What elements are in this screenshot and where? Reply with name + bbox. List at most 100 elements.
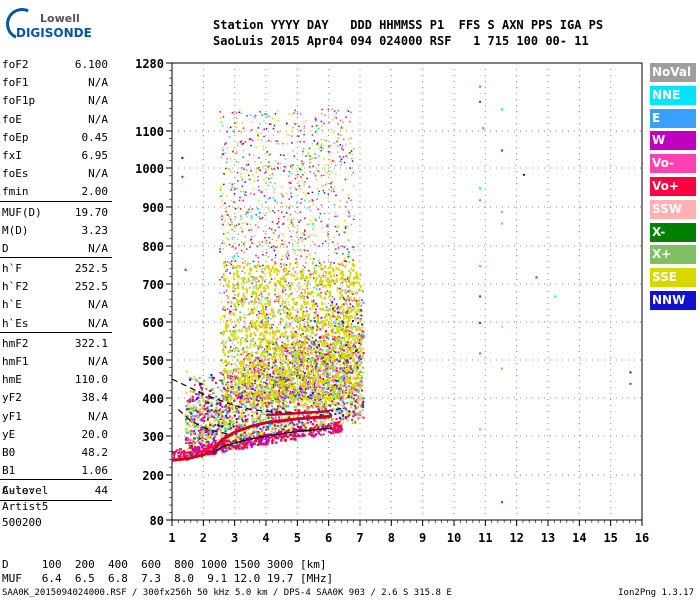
legend-item: W bbox=[650, 131, 696, 151]
param-value: N/A bbox=[88, 355, 108, 368]
x-tick-label: 7 bbox=[356, 531, 363, 545]
param-value: N/A bbox=[88, 76, 108, 90]
param-row: foEp 0.45 bbox=[0, 129, 112, 147]
y-tick-label: 500 bbox=[142, 354, 164, 368]
param-name: h`F2 bbox=[2, 280, 29, 294]
y-tick-label: 1280 bbox=[135, 57, 164, 71]
y-tick-label: 1000 bbox=[135, 162, 164, 176]
x-tick-label: 9 bbox=[419, 531, 426, 545]
legend-item: Vo+ bbox=[650, 176, 696, 196]
separator bbox=[0, 479, 112, 482]
x-tick-label: 8 bbox=[388, 531, 395, 545]
legend-item: SSW bbox=[650, 199, 696, 219]
lowell-digisonde-logo: Lowell DIGISONDE bbox=[1, 3, 114, 45]
param-value: N/A bbox=[88, 298, 108, 312]
legend-item: X+ bbox=[650, 245, 696, 265]
param-row: B1 1.06 bbox=[0, 462, 112, 480]
x-tick-label: 1 bbox=[168, 531, 175, 545]
param-value: 252.5 bbox=[74, 262, 108, 276]
param-value: 6.95 bbox=[81, 148, 109, 162]
param-name: MUF(D) bbox=[2, 205, 42, 219]
param-value: 110.0 bbox=[74, 373, 108, 387]
param-name: B0 bbox=[2, 445, 16, 459]
param-row: fmin 2.00 bbox=[0, 183, 112, 201]
param-row: hmE 110.0 bbox=[0, 371, 112, 389]
param-name: fxI bbox=[2, 148, 22, 162]
separator bbox=[0, 331, 112, 335]
param-row: D N/A bbox=[0, 240, 112, 258]
param-name: D bbox=[2, 241, 9, 255]
legend-item: NNE bbox=[650, 85, 696, 105]
x-trace-fit-lower bbox=[177, 408, 229, 435]
param-name: hmF1 bbox=[2, 355, 29, 368]
autoscaling-info: Auto: Artist5 500200 bbox=[2, 483, 48, 531]
param-name: yE bbox=[2, 427, 16, 441]
param-value: N/A bbox=[88, 94, 108, 108]
param-name: h`Es bbox=[2, 316, 29, 330]
electron-density-profile bbox=[212, 427, 332, 455]
param-row: h`Es N/A bbox=[0, 315, 112, 333]
y-tick-label: 200 bbox=[142, 469, 164, 483]
o-trace bbox=[171, 414, 332, 462]
param-row: C-level 44 bbox=[0, 482, 112, 500]
logo-text-digisonde: DIGISONDE bbox=[16, 26, 92, 40]
param-value: 38.4 bbox=[81, 391, 109, 405]
param-value: 19.70 bbox=[74, 205, 108, 219]
param-value: 44 bbox=[94, 484, 108, 498]
x-tick-label: 12 bbox=[509, 531, 523, 545]
legend-item: X- bbox=[650, 222, 696, 242]
auto-artist-version: Artist5 bbox=[2, 500, 49, 513]
param-name: yF1 bbox=[2, 409, 22, 423]
auto-code: 500200 bbox=[2, 516, 42, 529]
param-value: 3.23 bbox=[81, 223, 109, 237]
legend-item: Vo- bbox=[650, 154, 696, 174]
param-value: N/A bbox=[88, 167, 108, 181]
param-row: hmF1 N/A bbox=[0, 353, 112, 371]
param-value: 1.06 bbox=[81, 464, 109, 478]
distance-row: D 100 200 400 600 800 1000 1500 3000 [km… bbox=[2, 558, 327, 571]
param-row: foE N/A bbox=[0, 111, 112, 129]
param-row: foF1p N/A bbox=[0, 92, 112, 110]
auto-label: Auto: bbox=[2, 484, 36, 497]
param-value: N/A bbox=[88, 316, 108, 330]
y-tick-label: 800 bbox=[142, 240, 164, 254]
header-values: SaoLuis 2015 Apr04 094 024000 RSF 1 715 … bbox=[213, 34, 589, 48]
param-row: MUF(D) 19.70 bbox=[0, 204, 112, 222]
param-row: M(D) 3.23 bbox=[0, 222, 112, 240]
param-value: N/A bbox=[88, 409, 108, 423]
x-tick-label: 2 bbox=[200, 531, 207, 545]
param-value: 0.45 bbox=[81, 130, 109, 144]
param-row: foEs N/A bbox=[0, 165, 112, 183]
file-info-footer: SAA0K_2015094024000.RSF / 300fx256h 50 k… bbox=[2, 588, 452, 598]
legend-item: E bbox=[650, 108, 696, 128]
param-row: fxI 6.95 bbox=[0, 147, 112, 165]
param-name: h`E bbox=[2, 298, 22, 312]
param-value: 6.100 bbox=[74, 58, 108, 71]
param-row: yF1 N/A bbox=[0, 408, 112, 426]
param-row: foF1 N/A bbox=[0, 74, 112, 92]
scaled-parameters-panel: foF2 6.100 foF1 N/A foF1p N/A foE N/A foEp 0.45 fx… bbox=[0, 56, 112, 503]
x-tick-label: 15 bbox=[603, 531, 617, 545]
param-name: C-level bbox=[2, 484, 49, 498]
legend-item: NoVal bbox=[650, 63, 696, 82]
param-row: foF2 6.100 bbox=[0, 56, 112, 74]
param-value: 20.0 bbox=[81, 427, 109, 441]
x-tick-label: 16 bbox=[635, 531, 649, 545]
y-tick-label: 80 bbox=[150, 514, 164, 528]
y-tick-label: 700 bbox=[142, 278, 164, 292]
x-tick-label: 4 bbox=[262, 531, 269, 545]
muf-row: MUF 6.4 6.5 6.8 7.3 8.0 9.1 12.0 19.7 [M… bbox=[2, 572, 334, 585]
y-tick-label: 600 bbox=[142, 316, 164, 330]
param-row: hmF2 322.1 bbox=[0, 335, 112, 353]
param-row: yF2 38.4 bbox=[0, 389, 112, 407]
software-version: Ion2Png 1.3.17 bbox=[618, 588, 694, 598]
polarization-legend: NoVal NNE E W Vo- Vo+ SSW X- X+ SSE NNW bbox=[650, 63, 696, 314]
param-value: 48.2 bbox=[81, 445, 109, 459]
x-tick-label: 14 bbox=[572, 531, 586, 545]
header-labels: Station YYYY DAY DDD HHMMSS P1 FFS S AXN… bbox=[213, 18, 604, 32]
x-tick-label: 11 bbox=[478, 531, 492, 545]
separator bbox=[0, 257, 112, 260]
legend-item: NNW bbox=[650, 290, 696, 310]
x-tick-label: 3 bbox=[231, 531, 238, 545]
